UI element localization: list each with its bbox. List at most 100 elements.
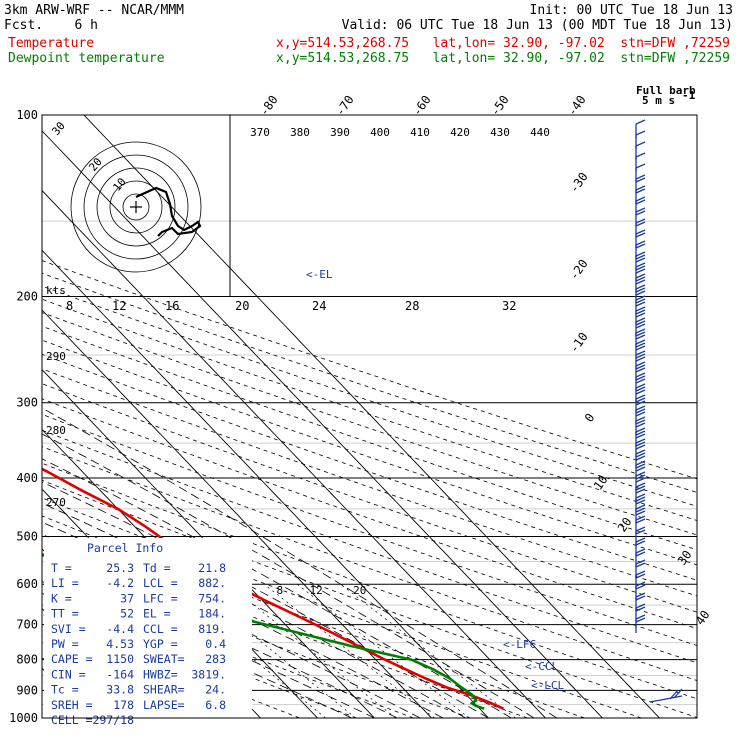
dry-adiabat-line (42, 285, 697, 507)
moist-adiabat-line (42, 581, 352, 718)
theta-e-label: 420 (450, 126, 470, 139)
lfc-marker: <-LFC (503, 638, 536, 651)
parcel-info-label: SVI = (51, 622, 86, 636)
barb-legend-title: Full barb (636, 84, 696, 97)
mixing-ratio-line (340, 583, 516, 718)
moist-adiabat-line (42, 458, 512, 718)
pressure-tick-label: 600 (16, 577, 38, 591)
parcel-info-value: -4.2 (106, 576, 134, 590)
hodograph-ring-label: 30 (49, 119, 67, 138)
model-title: 3km ARW-WRF -- NCAR/MMM (4, 3, 184, 18)
mixing-ratio-label: 8 (276, 584, 283, 597)
parcel-info-value: 1150 (106, 652, 134, 666)
init-time: Init: 00 UTC Tue 18 Jun 13 (530, 3, 734, 18)
parcel-info-label: HWBZ= (143, 667, 178, 681)
parcel-info-label: LAPSE= (143, 698, 185, 712)
parcel-info-label: LCL = (143, 576, 178, 590)
parcel-info-title: Parcel Info (87, 541, 163, 555)
wind-barb (635, 614, 646, 633)
pressure-tick-label: 200 (16, 290, 38, 304)
hodograph-ring (96, 167, 176, 247)
barb-legend-unit: 5 m s (642, 94, 675, 107)
dewpoint-legend-label: Dewpoint temperature (8, 51, 165, 66)
hodograph-ring (83, 154, 189, 260)
wind-barb (635, 449, 646, 468)
parcel-info-label: CAPE = (51, 652, 93, 666)
theta-label: 270 (46, 496, 66, 509)
parcel-info-label: PW = (51, 637, 79, 651)
dry-adiabat-line (42, 272, 697, 493)
parcel-info-value: 819. (198, 622, 226, 636)
parcel-info-label: YGP = (143, 637, 178, 651)
dry-adiabat-line (42, 446, 697, 681)
parcel-info-label: SWEAT= (143, 652, 185, 666)
dry-adiabat-line (42, 515, 585, 718)
parcel-info-value: 4.53 (106, 637, 134, 651)
wind-barb (635, 152, 646, 171)
theta-label: 290 (46, 350, 66, 363)
theta-e-label: 370 (250, 126, 270, 139)
dry-adiabat-line (42, 383, 697, 613)
isotherm-line (42, 309, 432, 718)
parcel-info-value: 37 (120, 591, 134, 605)
parcel-info-box: Parcel Info T = 25.3 Td = 21.8 LI = -4.2 LCL =… (44, 538, 252, 727)
parcel-info-label: CCL = (143, 622, 178, 636)
theta-e-label: 380 (290, 126, 310, 139)
parcel-info-value: 6.8 (205, 698, 226, 712)
parcel-info-label: Td = (143, 561, 171, 575)
wind-barb (635, 493, 646, 512)
pressure-tick-label: 100 (16, 108, 38, 122)
isotherm-label: 30 (675, 548, 695, 568)
forecast-hour: Fcst. 6 h (4, 18, 98, 33)
hodograph-trace (135, 186, 202, 237)
dry-adiabat-line (42, 572, 414, 718)
hodograph-unit-label: kts (46, 284, 66, 297)
isotherm-label: -20 (567, 257, 591, 283)
plot-frame (41, 114, 698, 719)
isotherm-line (42, 189, 546, 718)
parcel-info-value: 184. (198, 607, 226, 621)
dry-adiabat-line (42, 368, 697, 597)
wind-barb (635, 141, 646, 160)
isotherm-label: 40 (693, 608, 713, 628)
mixing-ratio-label: 20 (353, 584, 366, 597)
wind-barb-surface (649, 688, 683, 703)
dewpoint-location: x,y=514.53,268.75 lat,lon= 32.90, -97.02… (276, 51, 730, 66)
temperature-legend-label: Temperature (8, 36, 94, 51)
hodograph-speed-label: 8 (66, 299, 73, 313)
isotherm-label: 10 (591, 473, 611, 493)
temperature-location: x,y=514.53,268.75 lat,lon= 32.90, -97.02… (276, 36, 730, 51)
parcel-info-value: 21.8 (198, 561, 226, 575)
wind-barb (635, 119, 646, 138)
parcel-info-value: 178 (113, 698, 134, 712)
mixing-ratio-label: 12 (310, 584, 323, 597)
isotherm-line (42, 130, 603, 718)
parcel-info-label: Tc = (51, 683, 79, 697)
pressure-tick-label: 1000 (9, 711, 38, 725)
pressure-tick-label: 900 (16, 683, 38, 697)
parcel-info-label: LI = (51, 576, 79, 590)
wind-barb (635, 317, 646, 336)
parcel-info-value: 33.8 (106, 683, 134, 697)
parcel-info-label: TT = (51, 607, 79, 621)
temperature-profile-line (42, 467, 505, 710)
hodograph-speed-label: 24 (312, 299, 326, 313)
moist-adiabat-line (42, 433, 535, 718)
hodograph-speed-label: 16 (165, 299, 179, 313)
moist-adiabat-line (42, 481, 489, 718)
dry-adiabat-line (42, 553, 471, 718)
isotherm-line (83, 115, 660, 718)
parcel-info-value: 25.3 (106, 561, 134, 575)
hodograph-ring (70, 141, 202, 273)
theta-label: 280 (46, 424, 66, 437)
parcel-info-value: 283 (205, 652, 226, 666)
isotherm-label: -10 (567, 330, 591, 356)
dry-adiabat-line (42, 497, 642, 718)
hodograph-ring-label: 10 (110, 175, 128, 194)
parcel-info-value: 754. (198, 591, 226, 605)
dry-adiabat-line (42, 398, 697, 630)
dry-adiabat-line (42, 298, 697, 521)
parcel-info-label: K = (51, 591, 72, 605)
